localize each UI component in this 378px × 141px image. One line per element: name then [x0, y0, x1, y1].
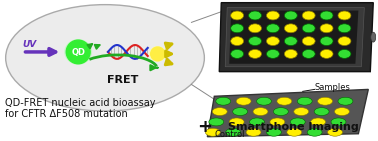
Ellipse shape — [231, 49, 243, 58]
Ellipse shape — [284, 11, 297, 20]
Ellipse shape — [328, 128, 342, 136]
Ellipse shape — [246, 128, 261, 136]
Ellipse shape — [64, 39, 92, 65]
Ellipse shape — [266, 11, 279, 20]
Polygon shape — [208, 89, 368, 137]
Ellipse shape — [320, 49, 333, 58]
Ellipse shape — [266, 49, 279, 58]
Ellipse shape — [249, 37, 262, 46]
Text: Control: Control — [214, 130, 245, 139]
Ellipse shape — [338, 37, 351, 46]
Ellipse shape — [320, 24, 333, 33]
Ellipse shape — [302, 49, 315, 58]
Ellipse shape — [65, 45, 81, 59]
Ellipse shape — [6, 5, 204, 111]
Ellipse shape — [338, 97, 353, 105]
Ellipse shape — [249, 24, 262, 33]
Polygon shape — [229, 11, 358, 64]
Circle shape — [66, 40, 90, 64]
Ellipse shape — [266, 24, 279, 33]
Ellipse shape — [257, 97, 271, 105]
Ellipse shape — [371, 32, 376, 42]
Ellipse shape — [331, 118, 346, 126]
Text: for CFTR ΔF508 mutation: for CFTR ΔF508 mutation — [5, 109, 127, 119]
Ellipse shape — [231, 37, 243, 46]
Text: Samples: Samples — [314, 83, 350, 92]
Text: +: + — [197, 118, 212, 136]
Ellipse shape — [236, 97, 251, 105]
Ellipse shape — [233, 108, 248, 115]
Ellipse shape — [294, 108, 309, 115]
Ellipse shape — [320, 11, 333, 20]
Ellipse shape — [302, 11, 315, 20]
Ellipse shape — [149, 46, 167, 62]
Ellipse shape — [302, 24, 315, 33]
Ellipse shape — [249, 11, 262, 20]
Ellipse shape — [338, 49, 351, 58]
Ellipse shape — [266, 37, 279, 46]
Ellipse shape — [273, 108, 288, 115]
Text: Smartphone Imaging: Smartphone Imaging — [228, 122, 359, 132]
Ellipse shape — [307, 128, 322, 136]
Ellipse shape — [231, 24, 243, 33]
Ellipse shape — [270, 118, 285, 126]
Ellipse shape — [297, 97, 312, 105]
Ellipse shape — [318, 97, 333, 105]
Ellipse shape — [338, 11, 351, 20]
Ellipse shape — [320, 37, 333, 46]
Ellipse shape — [209, 118, 224, 126]
Ellipse shape — [287, 128, 302, 136]
Ellipse shape — [212, 108, 227, 115]
Text: FRET: FRET — [107, 75, 139, 85]
Ellipse shape — [314, 108, 329, 115]
Ellipse shape — [229, 118, 244, 126]
Text: QD: QD — [71, 48, 85, 57]
Circle shape — [151, 47, 165, 61]
Ellipse shape — [284, 24, 297, 33]
Ellipse shape — [284, 37, 297, 46]
Ellipse shape — [335, 108, 349, 115]
Ellipse shape — [311, 118, 325, 126]
Ellipse shape — [249, 49, 262, 58]
Ellipse shape — [216, 97, 231, 105]
Ellipse shape — [302, 37, 315, 46]
Ellipse shape — [284, 49, 297, 58]
Polygon shape — [225, 8, 364, 67]
Ellipse shape — [249, 118, 265, 126]
Text: QD-FRET nucleic acid bioassay: QD-FRET nucleic acid bioassay — [5, 98, 155, 108]
Ellipse shape — [290, 118, 305, 126]
Text: UV: UV — [23, 40, 37, 49]
Ellipse shape — [266, 128, 281, 136]
Polygon shape — [219, 3, 373, 72]
Ellipse shape — [231, 11, 243, 20]
Ellipse shape — [277, 97, 292, 105]
Ellipse shape — [338, 24, 351, 33]
Ellipse shape — [226, 128, 241, 136]
Ellipse shape — [253, 108, 268, 115]
Ellipse shape — [205, 128, 220, 136]
